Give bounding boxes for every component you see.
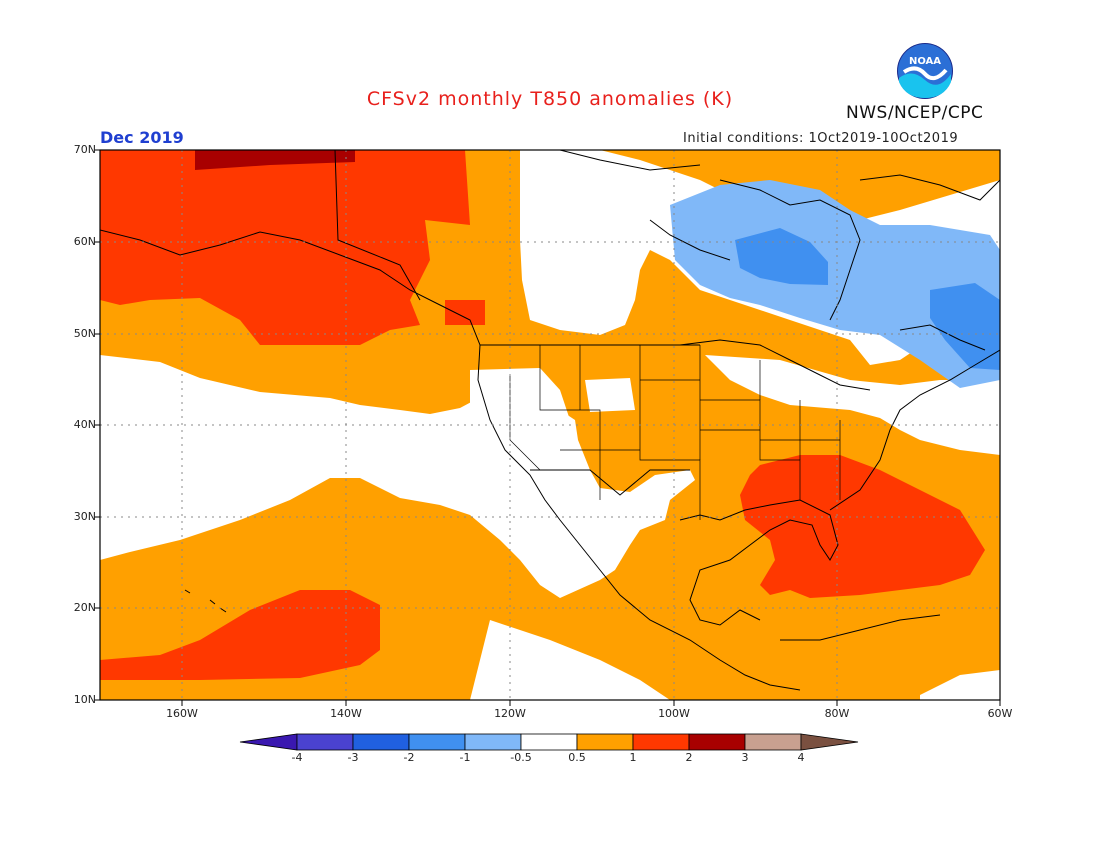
gridlines [100,150,1000,700]
lat-label: 70N [73,143,96,156]
lat-label: 20N [73,601,96,614]
noaa-logo: NOAA [896,42,954,100]
neutral-zone-northeast [705,355,1000,455]
neutral-zone-pacific-south [470,620,670,700]
colorbar-label: -0.5 [510,751,532,764]
lat-label: 60N [73,235,96,248]
anomaly-neg-0-5-to-1 [670,180,1000,388]
svg-text:NOAA: NOAA [909,56,941,67]
lat-label: 40N [73,418,96,431]
anomaly-1-to-2-southeast [740,455,985,598]
axis-ticks [94,149,1001,706]
anomaly-1-to-2-hawaii [100,590,380,680]
colorbar-swatch [688,733,746,751]
colorbar-label: -1 [459,751,471,764]
colorbar-swatch [744,733,802,751]
forecast-month: Dec 2019 [100,128,184,147]
lon-label: 100W [658,707,690,720]
anomaly-1-to-2-alaska [100,150,470,345]
lon-label: 80W [824,707,850,720]
colorbar-label: 4 [797,751,805,764]
lon-label: 120W [494,707,526,720]
lat-label: 10N [73,693,96,706]
colorbar-swatch [520,733,578,751]
colorbar-swatch [352,733,410,751]
lon-label: 140W [330,707,362,720]
lon-label: 160W [166,707,198,720]
colorbar-label: 1 [629,751,637,764]
colorbar-swatch [576,733,634,751]
colorbar-label: 0.5 [568,751,586,764]
anomaly-neg-1-to-2-labrador [930,283,1000,370]
neutral-zone-caribbean [920,670,1000,700]
neutral-zone-rockies [585,378,635,412]
colorbar-swatch [464,733,522,751]
lat-label: 30N [73,510,96,523]
neutral-zone-west [470,368,600,500]
lon-label: 60W [987,707,1013,720]
agency-label: NWS/NCEP/CPC [846,103,984,123]
anomaly-2-to-3-arctic [195,150,355,170]
colorbar-label: -2 [403,751,415,764]
colorbar-swatch-gt-4 [800,733,859,751]
colorbar-label: -3 [347,751,359,764]
map-title: CFSv2 monthly T850 anomalies (K) [366,88,734,110]
lat-label: 50N [73,327,96,340]
anomaly-1-to-2-bc [445,300,485,325]
colorbar-swatch [296,733,354,751]
colorbar [239,733,859,751]
initial-conditions: Initial conditions: 1Oct2019-10Oct2019 [683,131,959,146]
colorbar-swatch [632,733,690,751]
coastlines [100,150,1000,691]
colorbar-label: 2 [685,751,693,764]
colorbar-label: -4 [291,751,303,764]
colorbar-label: 3 [741,751,749,764]
colorbar-swatch-lt-4 [239,733,298,751]
colorbar-swatch [408,733,466,751]
